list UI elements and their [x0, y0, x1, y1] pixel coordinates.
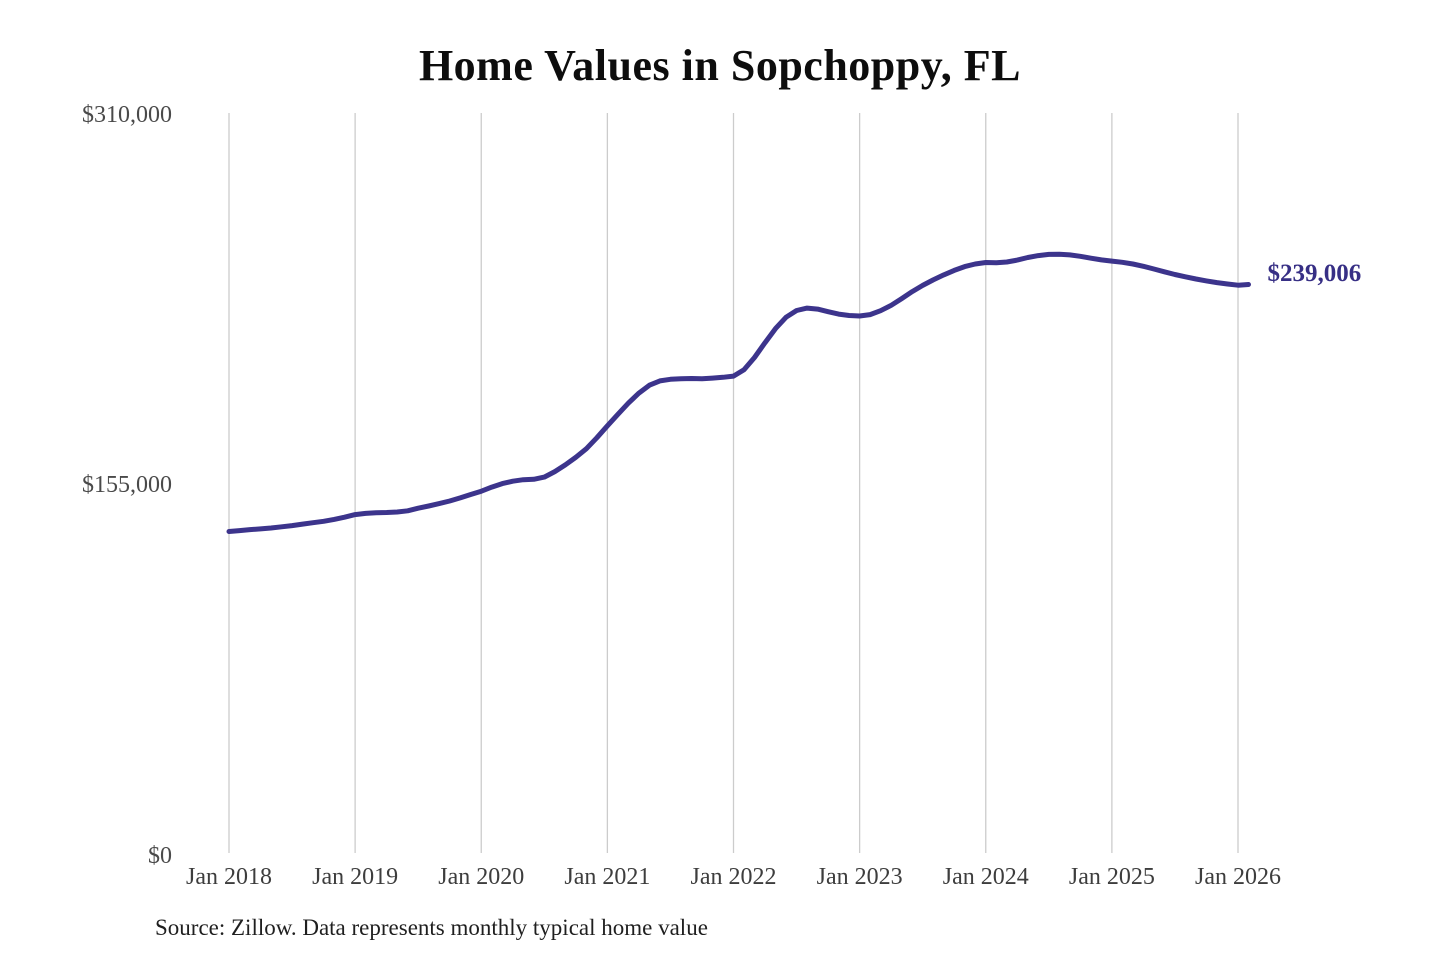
y-axis-tick-155000: $155,000	[82, 472, 172, 498]
x-axis-tick-jan-2019: Jan 2019	[312, 864, 399, 890]
x-axis-tick-jan-2018: Jan 2018	[186, 864, 272, 890]
y-axis-tick-0: $0	[148, 843, 172, 869]
x-axis-tick-jan-2023: Jan 2023	[816, 864, 903, 890]
x-axis-tick-jan-2022: Jan 2022	[690, 864, 777, 890]
x-axis-tick-jan-2021: Jan 2021	[564, 864, 651, 890]
home-value-line	[226, 251, 1251, 534]
x-axis-tick-jan-2024: Jan 2024	[942, 864, 1029, 890]
vertical-gridlines	[228, 113, 1239, 853]
source-attribution: Source: Zillow. Data represents monthly …	[155, 915, 708, 940]
x-axis-tick-jan-2020: Jan 2020	[438, 864, 525, 890]
chart-title: Home Values in Sopchoppy, FL	[418, 41, 1022, 90]
x-axis-tick-jan-2026: Jan 2026	[1195, 864, 1281, 890]
x-axis-tick-jan-2025: Jan 2025	[1068, 864, 1155, 890]
current-value-annotation: $239,006	[1267, 260, 1362, 288]
y-axis-tick-310000: $310,000	[82, 102, 172, 128]
